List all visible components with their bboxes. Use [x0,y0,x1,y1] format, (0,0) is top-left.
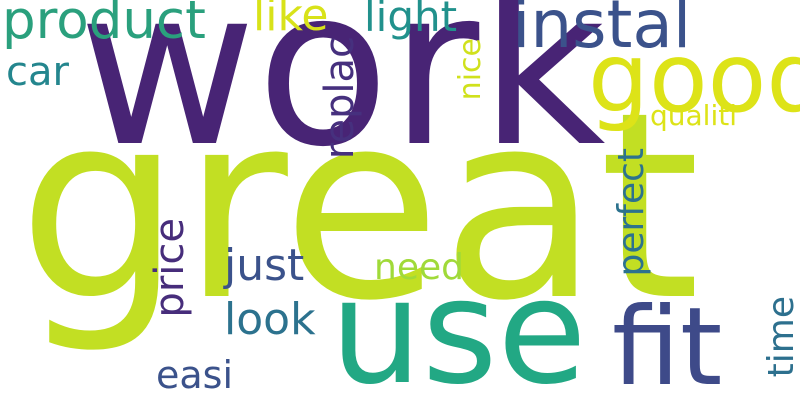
word-perfect: perfect [611,148,652,277]
word-easi: easi [156,353,234,397]
word-qualiti: qualiti [650,99,737,132]
word-nice: nice [453,38,488,101]
word-instal: instal [512,0,692,63]
word-replac: replac [317,36,363,160]
word-fit: fit [612,285,723,400]
word-product: product [2,0,206,51]
word-price: price [147,218,193,318]
word-use: use [330,248,587,400]
word-need: need [374,247,464,288]
word-light: light [364,0,458,41]
word-time: time [761,296,800,378]
word-work: work [78,0,606,195]
word-great: great [18,57,701,357]
word-good: good [588,22,800,134]
word-look: look [224,294,316,345]
word-car: car [6,49,69,95]
word-just: just [224,240,305,291]
word-like: like [253,0,329,41]
